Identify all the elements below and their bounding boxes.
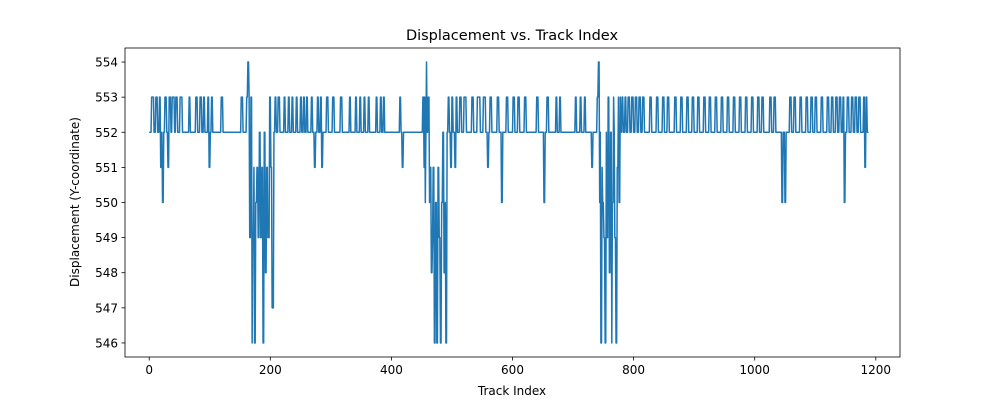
y-tick-label: 550 bbox=[95, 196, 118, 210]
chart-title: Displacement vs. Track Index bbox=[406, 28, 619, 44]
x-tick-label: 0 bbox=[145, 363, 153, 377]
axes: 0 200 400 600 800 1000 1200 546 547 548 549 550 551 5… bbox=[95, 47, 901, 377]
y-tick-label: 548 bbox=[95, 266, 118, 280]
y-tick-label: 549 bbox=[95, 231, 118, 245]
x-tick-label: 600 bbox=[501, 363, 524, 377]
y-axis-label: Displacement (Y-coordinate) bbox=[68, 117, 82, 287]
series-line-0 bbox=[149, 61, 869, 344]
x-tick-label: 200 bbox=[259, 363, 282, 377]
y-tick-label: 551 bbox=[95, 161, 118, 175]
x-tick-label: 1000 bbox=[739, 363, 770, 377]
y-tick-label: 554 bbox=[95, 56, 118, 70]
y-tick-label: 552 bbox=[95, 126, 118, 140]
plot-area bbox=[149, 61, 869, 344]
y-tick-label: 553 bbox=[95, 91, 118, 105]
y-tick-label: 546 bbox=[95, 336, 118, 350]
x-axis-label: Track Index bbox=[477, 384, 546, 398]
x-tick-label: 1200 bbox=[861, 363, 892, 377]
y-tick-label: 547 bbox=[95, 301, 118, 315]
x-tick-label: 400 bbox=[380, 363, 403, 377]
x-tick-label: 800 bbox=[622, 363, 645, 377]
